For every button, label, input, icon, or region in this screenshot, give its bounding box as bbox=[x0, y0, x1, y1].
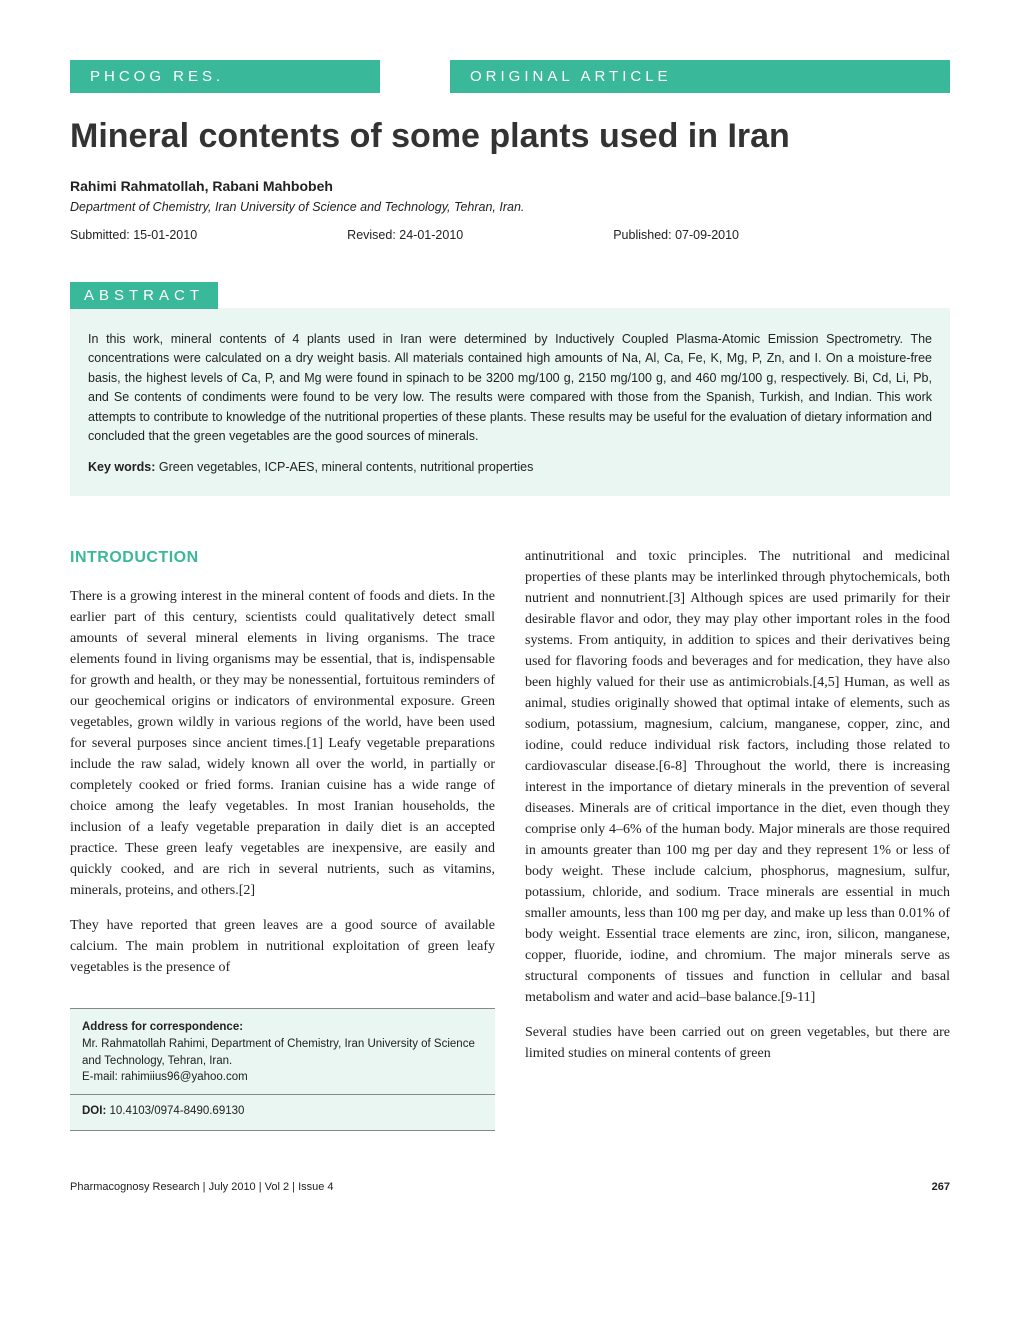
body-columns: INTRODUCTION There is a growing interest… bbox=[70, 546, 950, 1130]
footer-citation: Pharmacognosy Research | July 2010 | Vol… bbox=[70, 1181, 334, 1193]
correspondence-body: Mr. Rahmatollah Rahimi, Department of Ch… bbox=[82, 1038, 475, 1067]
date-revised: Revised: 24-01-2010 bbox=[347, 228, 463, 242]
intro-para-3: antinutritional and toxic principles. Th… bbox=[525, 546, 950, 1008]
correspondence-heading: Address for correspondence: bbox=[82, 1021, 243, 1033]
introduction-heading: INTRODUCTION bbox=[70, 546, 495, 570]
doi-label: DOI: bbox=[82, 1105, 106, 1117]
column-left: INTRODUCTION There is a growing interest… bbox=[70, 546, 495, 1130]
correspondence-box: Address for correspondence: Mr. Rahmatol… bbox=[70, 1008, 495, 1130]
abstract-label: ABSTRACT bbox=[70, 282, 218, 309]
abstract-box: In this work, mineral contents of 4 plan… bbox=[70, 308, 950, 496]
intro-para-1: There is a growing interest in the miner… bbox=[70, 586, 495, 901]
page-footer: Pharmacognosy Research | July 2010 | Vol… bbox=[70, 1181, 950, 1193]
header-banner: PHCOG RES. ORIGINAL ARTICLE bbox=[70, 60, 950, 93]
column-right: antinutritional and toxic principles. Th… bbox=[525, 546, 950, 1130]
article-title: Mineral contents of some plants used in … bbox=[70, 117, 950, 156]
authors: Rahimi Rahmatollah, Rabani Mahbobeh bbox=[70, 178, 950, 194]
footer-page-number: 267 bbox=[932, 1181, 950, 1193]
banner-journal: PHCOG RES. bbox=[70, 60, 380, 93]
correspondence-email: E-mail: rahimiius96@yahoo.com bbox=[82, 1071, 248, 1083]
abstract-section: ABSTRACT In this work, mineral contents … bbox=[70, 282, 950, 496]
publication-dates: Submitted: 15-01-2010 Revised: 24-01-201… bbox=[70, 228, 950, 242]
keywords-label: Key words: bbox=[88, 460, 155, 474]
date-published: Published: 07-09-2010 bbox=[613, 228, 739, 242]
doi-value: 10.4103/0974-8490.69130 bbox=[106, 1105, 244, 1117]
affiliation: Department of Chemistry, Iran University… bbox=[70, 200, 950, 214]
keywords: Key words: Green vegetables, ICP-AES, mi… bbox=[88, 460, 932, 474]
date-submitted: Submitted: 15-01-2010 bbox=[70, 228, 197, 242]
keywords-text: Green vegetables, ICP-AES, mineral conte… bbox=[155, 460, 533, 474]
intro-para-4: Several studies have been carried out on… bbox=[525, 1022, 950, 1064]
banner-article-type: ORIGINAL ARTICLE bbox=[450, 60, 950, 93]
abstract-text: In this work, mineral contents of 4 plan… bbox=[88, 330, 932, 446]
intro-para-2: They have reported that green leaves are… bbox=[70, 915, 495, 978]
